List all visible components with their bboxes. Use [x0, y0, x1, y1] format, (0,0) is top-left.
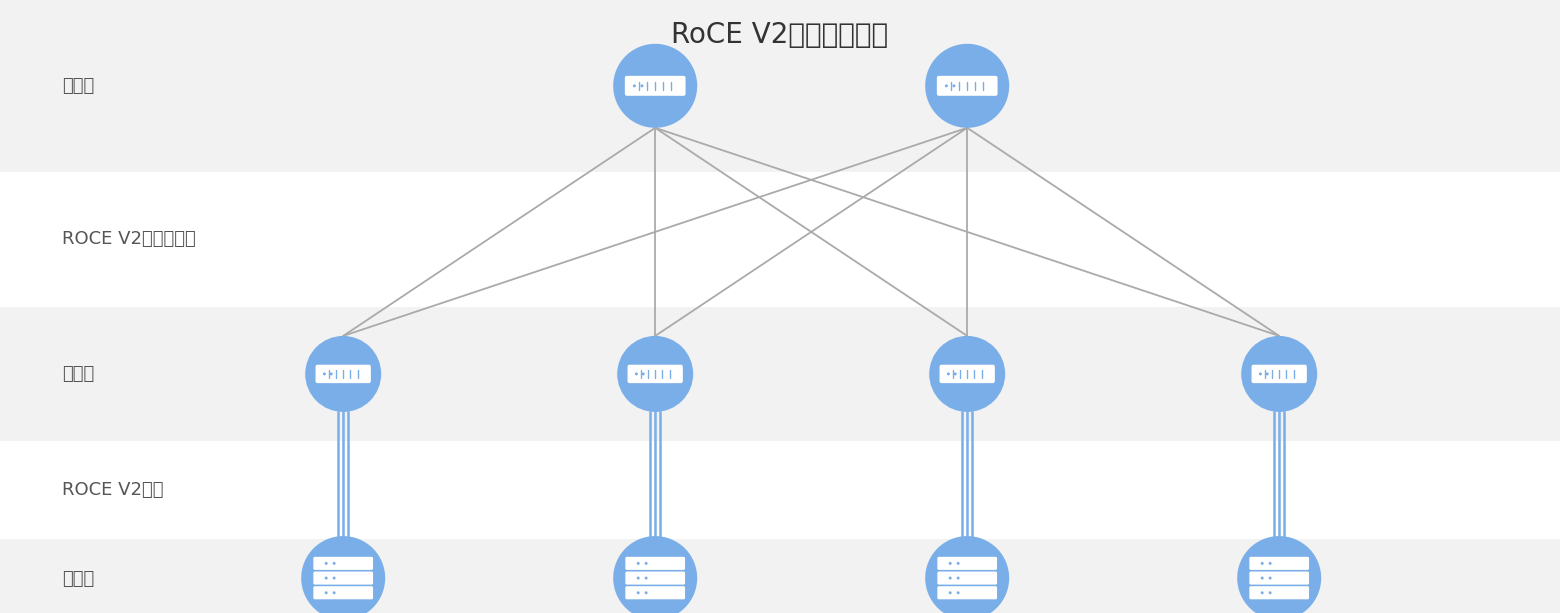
Circle shape [947, 373, 950, 375]
Circle shape [925, 536, 1009, 613]
Text: RoCE V2网络基础设施: RoCE V2网络基础设施 [671, 21, 889, 50]
Bar [0, 441, 1560, 539]
Bar [0, 0, 1560, 172]
Circle shape [930, 336, 1005, 412]
Circle shape [956, 577, 959, 579]
Circle shape [332, 577, 335, 579]
Circle shape [945, 85, 948, 87]
FancyBboxPatch shape [1251, 365, 1307, 383]
FancyBboxPatch shape [938, 557, 997, 570]
Circle shape [636, 577, 640, 579]
FancyBboxPatch shape [938, 571, 997, 585]
Circle shape [1265, 373, 1268, 375]
Circle shape [324, 577, 328, 579]
Circle shape [306, 336, 381, 412]
FancyBboxPatch shape [314, 586, 373, 600]
Circle shape [324, 592, 328, 594]
Circle shape [925, 44, 1009, 128]
FancyBboxPatch shape [939, 365, 995, 383]
Bar [0, 306, 1560, 441]
Circle shape [644, 562, 647, 565]
FancyBboxPatch shape [626, 76, 685, 96]
Bar [0, 539, 1560, 613]
Text: 脊架构: 脊架构 [62, 77, 95, 95]
Circle shape [635, 373, 638, 375]
FancyBboxPatch shape [1250, 586, 1309, 600]
Circle shape [618, 336, 693, 412]
Circle shape [948, 562, 952, 565]
FancyBboxPatch shape [315, 365, 371, 383]
Circle shape [1268, 577, 1271, 579]
FancyBboxPatch shape [626, 571, 685, 585]
FancyBboxPatch shape [938, 76, 997, 96]
FancyBboxPatch shape [938, 586, 997, 600]
Circle shape [636, 592, 640, 594]
Circle shape [644, 577, 647, 579]
Circle shape [1242, 336, 1317, 412]
Circle shape [332, 592, 335, 594]
FancyBboxPatch shape [314, 571, 373, 585]
FancyBboxPatch shape [314, 557, 373, 570]
Circle shape [301, 536, 385, 613]
Circle shape [956, 562, 959, 565]
Circle shape [1260, 577, 1264, 579]
Circle shape [324, 562, 328, 565]
Circle shape [636, 562, 640, 565]
FancyBboxPatch shape [627, 365, 683, 383]
Circle shape [1260, 562, 1264, 565]
FancyBboxPatch shape [1250, 571, 1309, 585]
Circle shape [1268, 592, 1271, 594]
Circle shape [948, 577, 952, 579]
Circle shape [953, 85, 955, 87]
Circle shape [948, 592, 952, 594]
Circle shape [332, 562, 335, 565]
Circle shape [1268, 562, 1271, 565]
Circle shape [641, 85, 643, 87]
FancyBboxPatch shape [626, 586, 685, 600]
Circle shape [641, 373, 644, 375]
FancyBboxPatch shape [626, 557, 685, 570]
Circle shape [613, 44, 697, 128]
Circle shape [323, 373, 326, 375]
Circle shape [1260, 592, 1264, 594]
Circle shape [956, 592, 959, 594]
Circle shape [1237, 536, 1321, 613]
Text: 叶架构: 叶架构 [62, 365, 95, 383]
Circle shape [329, 373, 332, 375]
Text: ROCE V2交换机布线: ROCE V2交换机布线 [62, 230, 197, 248]
FancyBboxPatch shape [1250, 557, 1309, 570]
Text: ROCE V2网卡: ROCE V2网卡 [62, 481, 164, 500]
Bar [0, 172, 1560, 306]
Text: 服务器: 服务器 [62, 570, 95, 588]
Circle shape [953, 373, 956, 375]
Circle shape [633, 85, 636, 87]
Circle shape [1259, 373, 1262, 375]
Circle shape [644, 592, 647, 594]
Circle shape [613, 536, 697, 613]
